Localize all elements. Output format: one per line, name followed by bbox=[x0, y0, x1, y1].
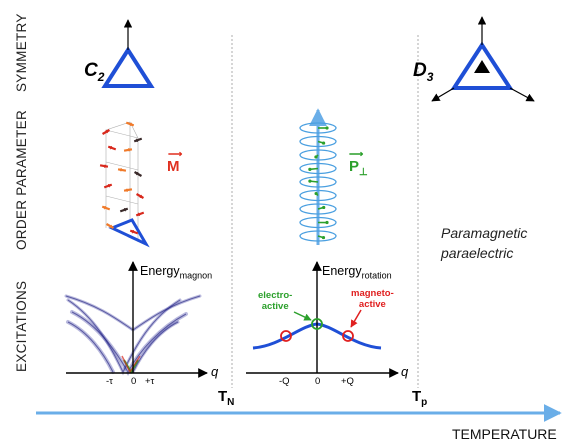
spin-arrow bbox=[117, 168, 127, 172]
helix-rings bbox=[299, 122, 337, 242]
electro-active-label: electro- active bbox=[258, 290, 293, 312]
magnon-band bbox=[131, 320, 180, 374]
helix-ring bbox=[299, 135, 337, 148]
magnon-red-mode bbox=[121, 355, 141, 374]
spin-arrow bbox=[101, 129, 111, 135]
electro-active-point bbox=[311, 318, 323, 330]
rotation-plot bbox=[246, 261, 399, 378]
tn-label: TN bbox=[218, 388, 235, 408]
magnon-band-core bbox=[67, 299, 181, 374]
magneto-active-point-left bbox=[280, 330, 292, 342]
polarization-arrow bbox=[308, 179, 319, 183]
spin-arrow bbox=[125, 121, 135, 127]
magnon-tick-plus: +τ bbox=[145, 376, 155, 387]
helix-structure bbox=[299, 108, 337, 245]
helix-ring bbox=[299, 122, 337, 134]
polarization-arrow bbox=[317, 220, 329, 225]
helix-ring bbox=[299, 176, 337, 188]
spin-structure bbox=[99, 121, 150, 248]
spin-arrow bbox=[133, 171, 143, 177]
magnon-tick-zero: 0 bbox=[131, 376, 137, 387]
rotation-tick-plus: +Q bbox=[341, 376, 354, 387]
row-label-symmetry: SYMMETRY bbox=[14, 13, 29, 92]
polarization-arrow bbox=[308, 167, 319, 171]
magnetization-label: ⟶ M bbox=[167, 149, 183, 175]
row-label-order-parameter: ORDER PARAMETER bbox=[14, 109, 29, 250]
magnon-plot bbox=[64, 261, 208, 378]
spin-arrow bbox=[103, 183, 113, 189]
magnon-band bbox=[66, 320, 115, 374]
polarization-arrow bbox=[317, 235, 326, 240]
polarization-arrow bbox=[314, 154, 319, 159]
polarization-arrow bbox=[317, 140, 326, 145]
helix-ring bbox=[299, 189, 337, 202]
spin-arrows bbox=[99, 121, 145, 235]
spin-arrow bbox=[135, 193, 145, 199]
helix-ring bbox=[299, 216, 337, 229]
magnon-tick-minus: -τ bbox=[106, 376, 113, 387]
tp-label: Tp bbox=[412, 388, 428, 408]
c2-label: C2 bbox=[84, 60, 105, 84]
temperature-label: TEMPERATURE bbox=[452, 426, 557, 442]
d3-label: D3 bbox=[413, 60, 434, 84]
polarization-arrow bbox=[317, 205, 326, 210]
helix-ring bbox=[299, 149, 337, 161]
paramagnetic-label: Paramagnetic paraelectric bbox=[441, 225, 528, 261]
polarization-arrow bbox=[318, 126, 329, 130]
spin-arrow bbox=[129, 229, 139, 235]
rotation-tick-zero: 0 bbox=[315, 376, 321, 387]
magnon-ylabel: Energymagnon bbox=[140, 264, 213, 281]
spin-arrow bbox=[101, 205, 111, 211]
c2-triangle-icon bbox=[101, 19, 155, 88]
magnon-band-core bbox=[132, 321, 179, 373]
spin-arrow bbox=[107, 145, 117, 151]
polarization-arrow bbox=[314, 191, 319, 197]
helix-ring bbox=[299, 230, 337, 242]
spin-arrow bbox=[133, 137, 143, 143]
spin-arrow bbox=[123, 148, 133, 152]
magneto-active-point-right bbox=[342, 330, 354, 342]
rotation-tick-minus: -Q bbox=[279, 376, 290, 387]
magnon-band-core bbox=[71, 311, 187, 374]
d3-triangle-icon bbox=[431, 16, 535, 102]
spin-arrow bbox=[123, 188, 133, 192]
rotation-ylabel: Energyrotation bbox=[322, 264, 392, 281]
spin-arrow bbox=[119, 207, 129, 213]
spin-arrow bbox=[99, 164, 109, 168]
helix-ring bbox=[299, 162, 337, 175]
rotation-xlabel: q bbox=[401, 364, 409, 379]
row-label-excitations: EXCITATIONS bbox=[14, 280, 29, 372]
spin-arrow bbox=[105, 223, 115, 229]
polarization-label: ⟶ P⊥ bbox=[349, 149, 368, 178]
magneto-active-label: magneto- active bbox=[351, 288, 394, 310]
magnon-xlabel: q bbox=[211, 364, 219, 379]
spin-arrow bbox=[135, 211, 145, 217]
magnon-band-core bbox=[67, 321, 114, 373]
helix-ring bbox=[299, 203, 337, 215]
